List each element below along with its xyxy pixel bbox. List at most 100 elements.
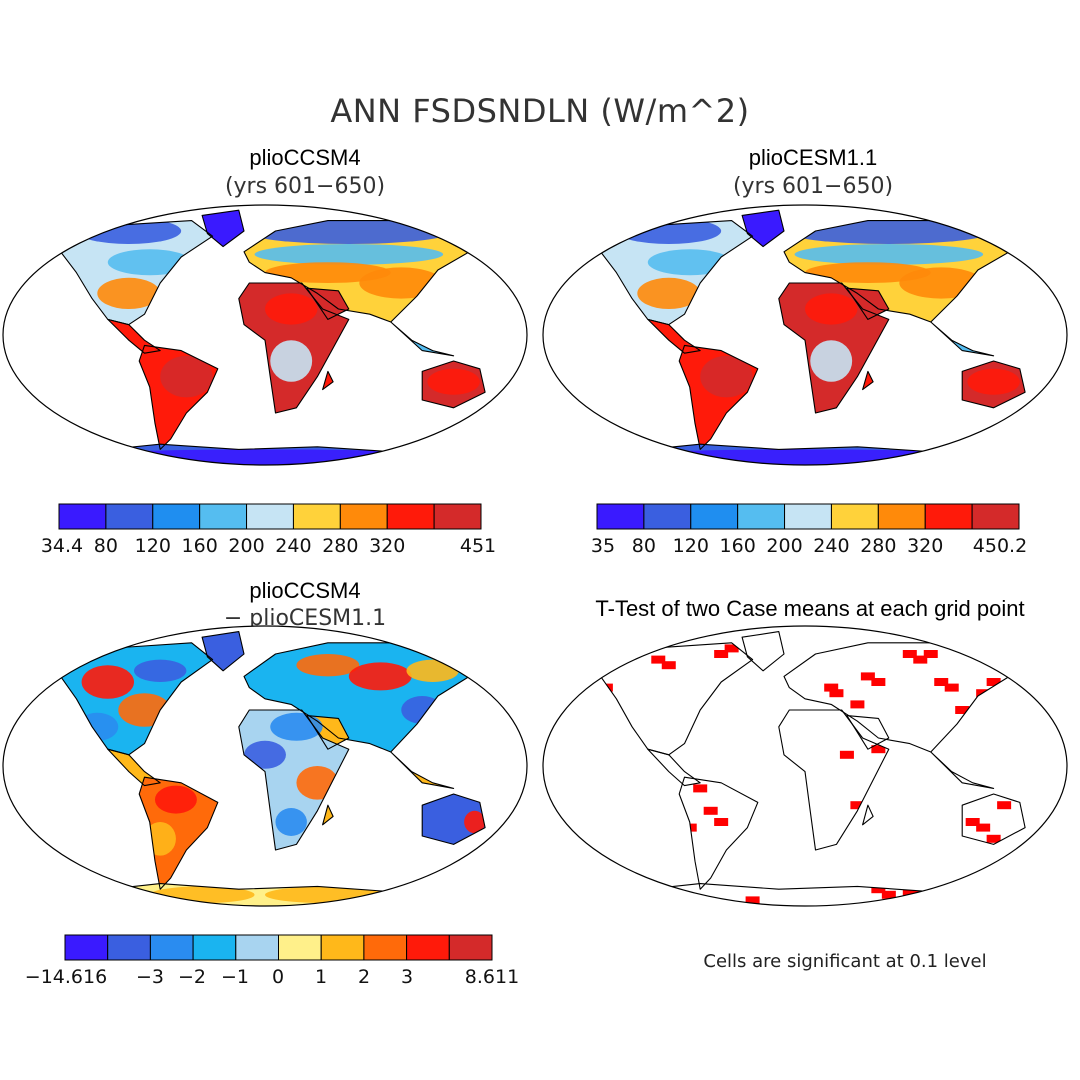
cbar3-label-6: 2 (358, 966, 370, 988)
cbar2-label-1: 80 (632, 535, 656, 557)
map1-land-arabia (306, 288, 349, 320)
map2-coastline-greenland (741, 209, 785, 248)
panel4-title: T-Test of two Case means at each grid po… (595, 596, 1025, 621)
map2-coastline-southamerica (678, 344, 759, 450)
map2-coastline-australia (961, 360, 1026, 409)
cbar1-label-4: 200 (228, 535, 264, 557)
cbar1-swatch-4 (246, 503, 294, 530)
cbar1-swatch-2 (152, 503, 201, 530)
cbar3-swatch-8 (406, 934, 450, 961)
significant-cell-5 (724, 644, 739, 653)
map2-land-arabia (846, 288, 889, 320)
map4-coastline-centralam (647, 748, 701, 787)
cbar1-swatch-3 (199, 503, 248, 530)
map2-patch-10 (967, 368, 1020, 395)
map1-land-centralam (107, 319, 161, 354)
map2-land-seasia (930, 322, 994, 356)
map1-coastline-australia (421, 360, 486, 409)
map3-patch-9 (244, 740, 286, 769)
significant-cell-34 (881, 890, 896, 899)
panel3-title: plioCCSM4 (249, 578, 361, 603)
map3-patch-3 (134, 659, 187, 682)
cbar1-swatch-0 (58, 503, 107, 530)
significant-cell-2 (651, 655, 666, 664)
colorbar-plioCCSM4: 34.4 80 120 160 200 240 280 320 451 (41, 503, 496, 557)
cbar1-label-1: 80 (94, 535, 118, 557)
map4-ocean (543, 626, 1067, 906)
map1-border (2, 204, 528, 466)
map3-coastline-madagascar (322, 804, 334, 826)
map3-coastline-eurasia (243, 642, 470, 753)
significant-cell-15 (934, 678, 949, 686)
significant-cell-3 (661, 661, 676, 670)
map1-patch-9 (160, 355, 213, 398)
map4-coastline-seasia (930, 751, 995, 789)
map2-border (542, 204, 1068, 466)
map1-coastline-arabia (306, 287, 350, 320)
map2-patch-1 (647, 249, 732, 276)
map2-patch-11 (600, 449, 1015, 465)
cbar3-swatch-7 (363, 934, 408, 961)
map3-coastline-centralam (107, 748, 161, 787)
map4-coastline-madagascar (862, 804, 874, 826)
cbar3-label-3: −1 (221, 966, 249, 988)
cbar2-label-3: 160 (720, 535, 756, 557)
cbar1-label-2: 120 (135, 535, 171, 557)
significant-cell-12 (902, 650, 917, 658)
significant-cell-4 (714, 650, 729, 658)
significant-cell-20 (986, 678, 1001, 686)
cbar3-label-4: 0 (272, 966, 284, 988)
cbar1-label-5: 240 (275, 535, 311, 557)
map1-patch-10 (427, 368, 480, 395)
cbar2-label-2: 120 (673, 535, 709, 557)
cbar3-label-5: 1 (315, 966, 327, 988)
cbar3-swatch-0 (64, 934, 109, 961)
cbar3-swatch-1 (107, 934, 151, 961)
map4-border (542, 625, 1068, 907)
cbar3-label-2: −2 (178, 966, 206, 988)
cbar3-swatch-6 (320, 934, 365, 961)
cbar1-swatch-8 (433, 503, 482, 530)
map1-patch-5 (265, 262, 391, 283)
significant-cell-14 (923, 650, 938, 658)
panel2-title: plioCESM1.1 (748, 145, 878, 170)
map3-coastline-southamerica (138, 776, 219, 890)
map3-patch-4 (296, 654, 360, 677)
cbar1-swatch-5 (292, 503, 341, 530)
significant-cell-24 (703, 806, 718, 815)
colorbar-plioCESM1.1: 35 80 120 160 200 240 280 320 450.2 (591, 503, 1027, 557)
cbar2-label-7: 320 (907, 535, 943, 557)
map3-land-centralam (107, 749, 161, 786)
cbar2-label-5: 240 (813, 535, 849, 557)
panel1-subtitle: (yrs 601−650) (224, 174, 386, 199)
cbar2-swatch-7 (924, 503, 973, 530)
map4-coastline-southamerica (678, 776, 759, 890)
significant-cell-35 (902, 888, 917, 896)
map1-coastline-centralam (107, 318, 161, 354)
significant-cell-17 (955, 706, 970, 714)
significant-cell-31 (986, 834, 1001, 843)
cbar2-swatch-4 (784, 503, 832, 530)
significant-cell-37 (745, 896, 760, 905)
cbar3-label-0: −14.616 (25, 966, 107, 988)
cbar3-swatch-3 (192, 934, 237, 961)
map3-patch-12 (154, 785, 197, 814)
map1-land-seasia (390, 322, 454, 356)
map1-patch-7 (265, 293, 318, 325)
map-panel-difference (3, 626, 527, 906)
map2-coastline-eurasia (783, 220, 1010, 323)
cbar1-label-3: 160 (182, 535, 218, 557)
map3-land-seasia (390, 752, 454, 789)
cbar2-label-8: 450.2 (973, 535, 1027, 557)
significant-cell-32 (640, 890, 655, 899)
cbar3-swatch-4 (235, 934, 280, 961)
map2-coastline-africa (778, 282, 890, 414)
figure-title: ANN FSDSNDLN (W/m^2) (330, 92, 750, 130)
map2-patch-4 (794, 244, 984, 265)
map4-coastline-arabia (846, 715, 890, 750)
map1-coastline-madagascar (322, 370, 334, 391)
cbar2-label-4: 200 (766, 535, 802, 557)
map2-land-madagascar (862, 371, 874, 390)
map2-coastline-arabia (846, 287, 890, 320)
